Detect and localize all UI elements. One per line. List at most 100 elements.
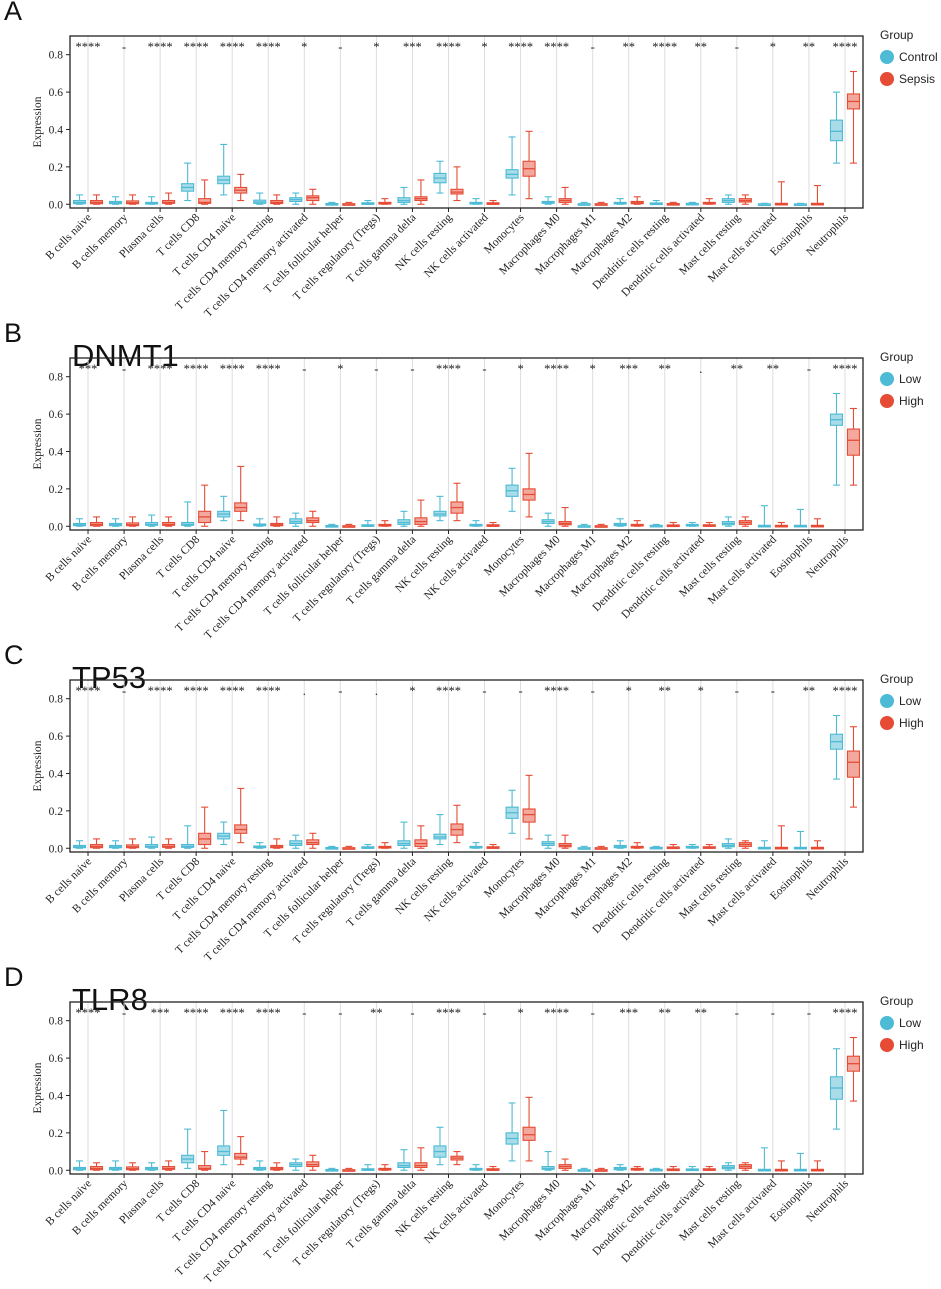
signif-label: **** <box>256 362 281 376</box>
box-sepsis-12 <box>522 130 536 200</box>
box-sepsis-21 <box>846 70 861 164</box>
chart-panel-b: B DNMT1 0.0 0.2 0.4 0.6 0.8 Expression *** - **** *… <box>0 318 941 642</box>
box-sepsis-20 <box>810 185 824 206</box>
signif-label: ** <box>659 684 672 698</box>
box-low-3 <box>181 1128 195 1169</box>
y-tick-label: 0.6 <box>49 409 64 421</box>
x-tick-label: NK cells activated <box>422 211 491 280</box>
y-tick-label: 0.6 <box>49 731 64 743</box>
plot-svg: 0.00.20.40.60.8Expression****-**********… <box>32 35 864 320</box>
box-high-7 <box>342 845 356 850</box>
box-low-20 <box>793 508 807 528</box>
legend-label: High <box>899 1038 924 1052</box>
legend-dot-icon <box>880 694 894 708</box>
y-tick-label: 0.0 <box>49 199 64 211</box>
box-control-18 <box>721 194 735 205</box>
signif-label: * <box>481 40 487 54</box>
signif-label: * <box>409 684 415 698</box>
panel-title: TLR8 <box>72 982 148 1017</box>
signif-label: - <box>735 684 739 698</box>
box-high-6 <box>306 1154 320 1171</box>
box-high-21 <box>846 407 861 486</box>
box-sepsis-8 <box>378 198 392 205</box>
box-low-16 <box>649 523 663 528</box>
signif-label: ** <box>370 1006 383 1020</box>
signif-label: - <box>122 1006 126 1020</box>
signif-label: * <box>626 684 632 698</box>
signif-label: - <box>374 362 378 376</box>
box-control-14 <box>577 201 591 206</box>
box-low-11 <box>469 520 483 527</box>
box-sepsis-9 <box>414 179 428 205</box>
box-low-9 <box>397 821 411 849</box>
box-low-4 <box>217 1109 231 1166</box>
legend: Group Low High <box>880 672 941 734</box>
box-low-16 <box>649 1167 663 1172</box>
signif-label: **** <box>832 40 857 54</box>
box-high-14 <box>594 1167 608 1172</box>
box-low-4 <box>217 821 231 846</box>
box-body <box>198 1165 212 1170</box>
box-control-21 <box>829 91 844 164</box>
x-tick-label: T cells CD4 naive <box>171 1178 238 1245</box>
box-low-16 <box>649 845 663 850</box>
box-low-15 <box>613 1164 627 1171</box>
box-high-19 <box>774 1160 788 1172</box>
y-axis-label: Expression <box>32 740 44 791</box>
y-tick-label: 0.4 <box>49 768 64 780</box>
legend-item-sepsis: Sepsis <box>880 68 941 90</box>
box-high-0 <box>89 838 104 849</box>
y-tick-label: 0.0 <box>49 1165 64 1177</box>
legend-item-control: Control <box>880 46 941 68</box>
box-high-6 <box>306 832 320 849</box>
legend-dot-icon <box>880 1038 894 1052</box>
legend-dot-icon <box>880 716 894 730</box>
legend: Group Control Sepsis <box>880 28 941 90</box>
box-control-6 <box>289 192 303 205</box>
box-high-13 <box>558 834 572 849</box>
legend-item-low: Low <box>880 690 941 712</box>
box-low-9 <box>397 510 411 527</box>
plot-svg: 0.00.20.40.60.8Expression****-**********… <box>32 679 864 964</box>
signif-label: * <box>770 40 776 54</box>
legend-item-high: High <box>880 1034 941 1056</box>
x-tick-label: Macrophages M1 <box>533 855 599 921</box>
box-high-11 <box>486 843 500 849</box>
chart-panel-c: C TP53 0.0 0.2 0.4 0.6 0.8 Expression **** - **** *… <box>0 640 941 964</box>
y-tick-label: 0.2 <box>49 484 64 496</box>
box-control-10 <box>433 160 447 194</box>
box-high-18 <box>738 1162 752 1171</box>
y-tick-label: 0.2 <box>49 1128 64 1140</box>
signif-label: **** <box>148 362 173 376</box>
box-sepsis-13 <box>558 186 572 205</box>
box-low-0 <box>72 1160 87 1171</box>
box-low-21 <box>829 1048 844 1130</box>
x-tick-label: Mast cells resting <box>677 855 743 921</box>
panel-letter: C <box>4 640 24 670</box>
box-low-14 <box>577 523 591 528</box>
signif-label: **** <box>436 40 461 54</box>
box-control-19 <box>757 202 771 207</box>
signif-label: ** <box>659 1006 672 1020</box>
x-tick-label: Macrophages M0 <box>497 855 563 921</box>
box-high-7 <box>342 1167 356 1172</box>
box-low-5 <box>253 842 267 849</box>
signif-label: - <box>122 40 126 54</box>
box-body <box>829 119 844 142</box>
signif-label: **** <box>148 40 173 54</box>
signif-label: - <box>338 40 342 54</box>
box-sepsis-19 <box>774 181 788 206</box>
box-low-17 <box>685 843 699 849</box>
box-high-19 <box>774 521 788 528</box>
signif-label: ** <box>803 684 816 698</box>
box-control-2 <box>145 196 159 205</box>
signif-label: **** <box>256 40 281 54</box>
signif-label: **** <box>256 684 281 698</box>
x-tick-label: Macrophages M1 <box>533 533 599 599</box>
box-low-10 <box>433 814 447 846</box>
legend-dot-icon <box>880 1016 894 1030</box>
signif-label: - <box>410 1006 414 1020</box>
box-control-15 <box>613 198 627 205</box>
signif-label: * <box>517 1006 523 1020</box>
box-high-9 <box>414 499 428 527</box>
